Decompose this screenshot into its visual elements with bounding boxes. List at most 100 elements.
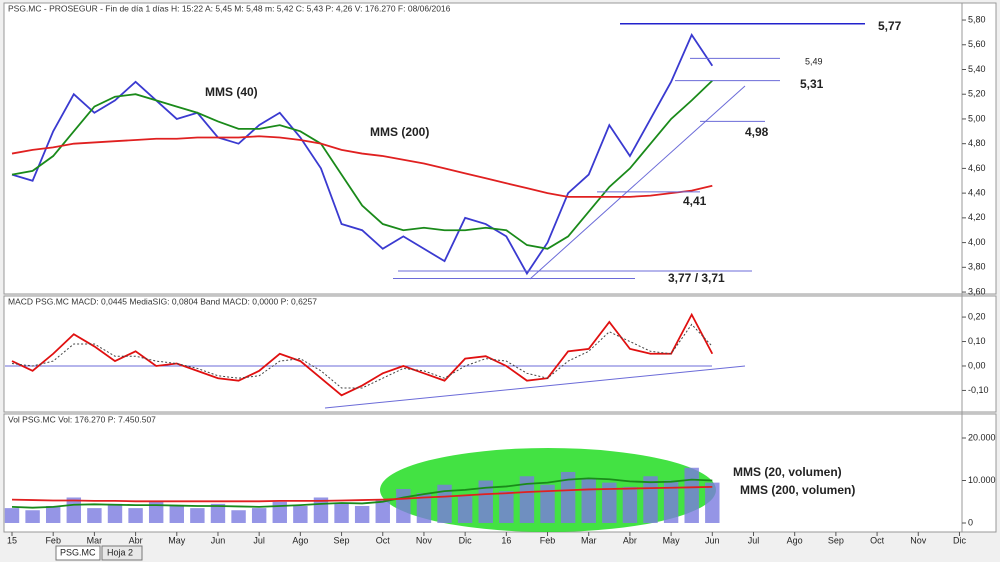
y-tick-label: 5,80 <box>968 14 986 24</box>
volume-bar <box>560 471 576 523</box>
x-tick-label: Nov <box>416 535 433 545</box>
series-label: MMS (200, volumen) <box>740 483 855 497</box>
series-line <box>11 135 713 198</box>
y-tick-label: 0,00 <box>968 360 986 370</box>
y-tick-label: 4,60 <box>968 163 986 173</box>
sheet-tab[interactable] <box>55 545 101 561</box>
trend-line <box>529 85 746 280</box>
sheet-tab-label[interactable]: PSG.MC <box>60 547 96 557</box>
volume-bar <box>663 480 679 523</box>
volume-bar <box>705 482 720 523</box>
sheet-tab-label[interactable]: Hoja 2 <box>107 547 133 557</box>
y-tick-label: 10.000 <box>968 475 996 485</box>
series-label: MMS (20, volumen) <box>733 465 842 479</box>
y-tick-label: 4,80 <box>968 138 986 148</box>
macd-header: MACD PSG.MC MACD: 0,0445 MediaSIG: 0,080… <box>8 296 317 306</box>
volume-bar <box>354 505 370 523</box>
volume-bar <box>396 488 411 523</box>
x-tick-label: Jul <box>748 535 760 545</box>
volume-bar <box>293 505 308 523</box>
volume-bar <box>581 478 596 523</box>
y-tick-label: 5,20 <box>968 89 986 99</box>
y-tick-label: 5,60 <box>968 39 986 49</box>
volume-bar <box>25 510 40 523</box>
series-line <box>11 312 714 397</box>
volume-bar <box>622 486 638 523</box>
series-line <box>11 477 713 509</box>
volume-bar <box>457 495 473 523</box>
level-label: 5,31 <box>800 77 824 91</box>
volume-bar <box>272 501 287 523</box>
price-panel <box>3 2 997 295</box>
x-tick-label: Sep <box>334 535 350 545</box>
series-line <box>11 485 713 503</box>
series-label: MMS (200) <box>370 125 429 139</box>
y-tick-label: 0,10 <box>968 336 986 346</box>
x-tick-label: Mar <box>581 535 597 545</box>
volume-header: Vol PSG.MC Vol: 176.270 P: 7.450.507 <box>8 414 156 424</box>
volume-bar <box>499 491 514 523</box>
level-label: 3,77 / 3,71 <box>668 271 725 285</box>
x-tick-label: Abr <box>623 535 637 545</box>
y-tick-label: 0,20 <box>968 311 986 321</box>
macd-panel <box>3 295 997 413</box>
volume-bar <box>684 467 699 523</box>
volume-bar <box>148 501 164 523</box>
x-tick-label: Feb <box>45 535 61 545</box>
volume-bar <box>190 508 205 523</box>
x-tick-label: Sep <box>828 535 844 545</box>
x-tick-label: Jun <box>211 535 226 545</box>
y-tick-label: 5,40 <box>968 64 986 74</box>
x-tick-label: Jul <box>253 535 265 545</box>
volume-bar <box>416 493 432 523</box>
y-tick-label: 4,40 <box>968 188 986 198</box>
volume-bar <box>128 508 143 523</box>
y-tick-label: 3,80 <box>968 262 986 272</box>
x-tick-label: Oct <box>376 535 391 545</box>
volume-bar <box>251 508 267 523</box>
y-tick-label: 3,60 <box>968 286 986 296</box>
trend-line <box>324 365 746 409</box>
x-tick-label: Mar <box>87 535 103 545</box>
level-label: 4,41 <box>683 194 707 208</box>
series-line <box>11 323 713 389</box>
volume-bar <box>540 484 555 523</box>
series-line <box>11 33 714 276</box>
y-tick-label: 4,20 <box>968 212 986 222</box>
x-tick-label: Abr <box>129 535 143 545</box>
volume-bar <box>4 508 20 523</box>
volume-bar <box>45 505 61 523</box>
x-tick-label: Jun <box>705 535 720 545</box>
x-tick-label: Nov <box>910 535 927 545</box>
x-tick-label: Oct <box>870 535 885 545</box>
level-label: 5,77 <box>878 19 902 33</box>
volume-bar <box>107 503 123 523</box>
level-label: 5,49 <box>805 56 823 66</box>
volume-bar <box>210 503 226 523</box>
x-tick-label: 16 <box>501 535 511 545</box>
volume-bar <box>437 484 452 523</box>
volume-bar <box>519 476 535 523</box>
volume-bar <box>643 476 658 523</box>
x-tick-label: Dic <box>459 535 472 545</box>
y-tick-label: 5,00 <box>968 113 986 123</box>
sheet-tab[interactable] <box>101 545 143 561</box>
level-label: 4,98 <box>745 125 769 139</box>
x-tick-label: Ago <box>292 535 308 545</box>
x-tick-label: Feb <box>540 535 556 545</box>
y-tick-label: 0 <box>968 517 973 527</box>
x-tick-label: May <box>663 535 681 545</box>
volume-bar <box>231 510 246 523</box>
volume-bar <box>602 482 617 523</box>
x-tick-label: 15 <box>7 535 17 545</box>
volume-bar <box>87 508 102 523</box>
x-tick-label: May <box>168 535 186 545</box>
price-header: PSG.MC - PROSEGUR - Fin de día 1 días H:… <box>8 3 451 13</box>
x-tick-label: Dic <box>953 535 966 545</box>
y-tick-label: 4,00 <box>968 237 986 247</box>
y-tick-label: 20.000 <box>968 432 996 442</box>
y-tick-label: -0,10 <box>968 385 989 395</box>
volume-bar <box>375 499 390 523</box>
